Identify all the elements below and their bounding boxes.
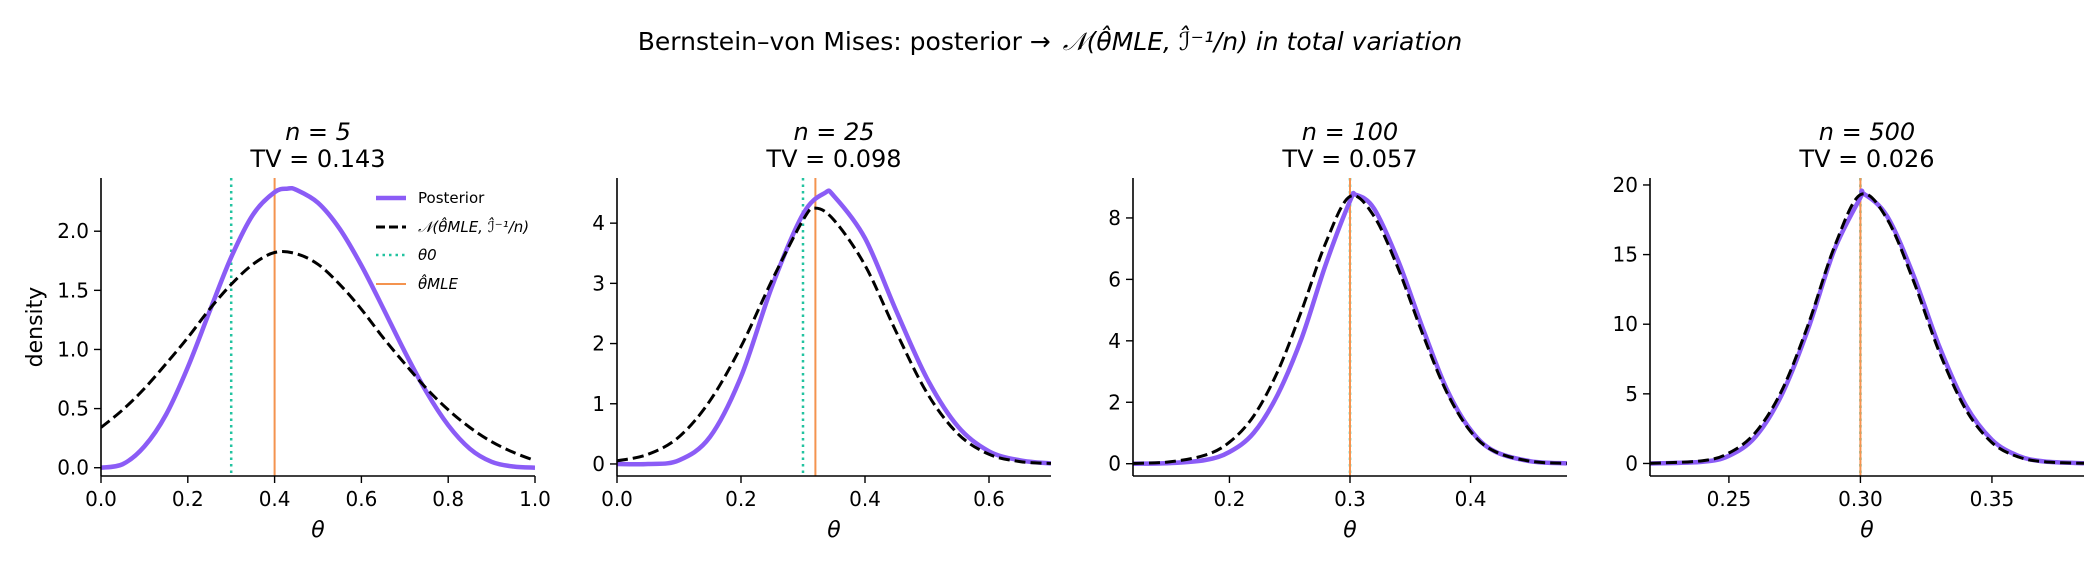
normal-approx-line — [101, 250, 535, 463]
y-tick-label: 2.0 — [57, 219, 89, 243]
y-tick-label: 4 — [1108, 329, 1121, 353]
y-tick-label: 0 — [1625, 451, 1638, 475]
y-tick-label: 2 — [1108, 390, 1121, 414]
normal-approx-line — [1133, 194, 1567, 465]
normal-approx-line — [617, 206, 1051, 465]
y-tick-label: 0 — [592, 452, 605, 476]
x-tick-label: 0.35 — [1970, 487, 2015, 511]
x-tick-label: 0.0 — [85, 487, 117, 511]
x-tick-label: 0.4 — [1455, 487, 1487, 511]
x-tick-label: 0.0 — [601, 487, 633, 511]
panel-1: n = 5TV = 0.143 0.0 0.2 0.4 0.6 0.8 1.0 0.0 0.5 1… — [23, 118, 551, 543]
x-axis-label: θ — [311, 518, 325, 543]
plot-area — [101, 178, 535, 476]
x-tick-label: 0.4 — [849, 487, 881, 511]
legend-label: 𝒩(θ̂MLE, ℐ̂⁻¹/n) — [418, 216, 529, 236]
posterior-line — [1650, 188, 2084, 466]
y-tick-label: 0 — [1108, 452, 1121, 476]
y-axis-label: density — [23, 287, 48, 368]
x-axis-label: θ — [1860, 518, 1874, 543]
x-tick-label: 0.2 — [725, 487, 757, 511]
y-tick-label: 1 — [592, 392, 605, 416]
x-axis-label: θ — [827, 518, 841, 543]
posterior-line — [617, 188, 1051, 467]
y-tick-label: 8 — [1108, 206, 1121, 230]
panel-title-n: n = 25 — [793, 118, 874, 146]
panel-title-n: n = 100 — [1302, 118, 1398, 146]
y-tick-label: 10 — [1613, 312, 1638, 336]
x-tick-label: 0.6 — [973, 487, 1005, 511]
x-tick-label: 1.0 — [519, 487, 551, 511]
panel-title-tv: TV = 0.057 — [1281, 145, 1417, 173]
normal-approx-line — [1650, 192, 2084, 465]
y-tick-label: 4 — [592, 211, 605, 235]
x-tick-label: 0.30 — [1838, 487, 1883, 511]
y-tick-label: 5 — [1625, 382, 1638, 406]
y-tick-label: 1.5 — [57, 278, 89, 302]
panels: n = 5TV = 0.143 0.0 0.2 0.4 0.6 0.8 1.0 0.0 0.5 1… — [23, 118, 2084, 543]
figure-title: Bernstein–von Mises: posterior → 𝒩(θ̂MLE… — [638, 25, 1462, 56]
figure-title-text: Bernstein–von Mises: posterior → — [638, 27, 1051, 56]
panel-title-n: n = 5 — [285, 118, 351, 146]
x-tick-label: 0.4 — [259, 487, 291, 511]
y-tick-label: 20 — [1613, 173, 1638, 197]
panel-title-tv: TV = 0.098 — [765, 145, 901, 173]
y-tick-label: 0.5 — [57, 397, 89, 421]
x-tick-label: 0.6 — [345, 487, 377, 511]
x-tick-label: 0.25 — [1707, 487, 1752, 511]
y-tick-label: 2 — [592, 332, 605, 356]
x-tick-label: 0.3 — [1334, 487, 1366, 511]
posterior-line — [101, 185, 535, 470]
legend-label: Posterior — [418, 189, 485, 207]
x-tick-label: 0.8 — [432, 487, 464, 511]
y-tick-label: 0.0 — [57, 456, 89, 480]
legend-label: θ̂MLE — [418, 273, 458, 293]
x-tick-label: 0.2 — [1214, 487, 1246, 511]
legend: Posterior 𝒩(θ̂MLE, ℐ̂⁻¹/n) θ0 θ̂MLE — [376, 189, 529, 293]
x-tick-label: 0.2 — [172, 487, 204, 511]
plot-area — [1133, 178, 1567, 476]
panel-title-tv: TV = 0.143 — [249, 145, 385, 173]
y-tick-label: 6 — [1108, 267, 1121, 291]
y-tick-label: 1.0 — [57, 337, 89, 361]
panel-title-n: n = 500 — [1819, 118, 1915, 146]
plot-area — [1650, 178, 2084, 476]
y-tick-label: 15 — [1613, 243, 1638, 267]
figure-title-math: 𝒩(θ̂MLE, ℐ̂⁻¹/n) in total variation — [1063, 25, 1463, 56]
y-tick-label: 3 — [592, 271, 605, 295]
x-axis-label: θ — [1343, 518, 1357, 543]
plot-area — [617, 178, 1051, 476]
legend-label: θ0 — [418, 246, 437, 264]
panel-title-tv: TV = 0.026 — [1798, 145, 1934, 173]
